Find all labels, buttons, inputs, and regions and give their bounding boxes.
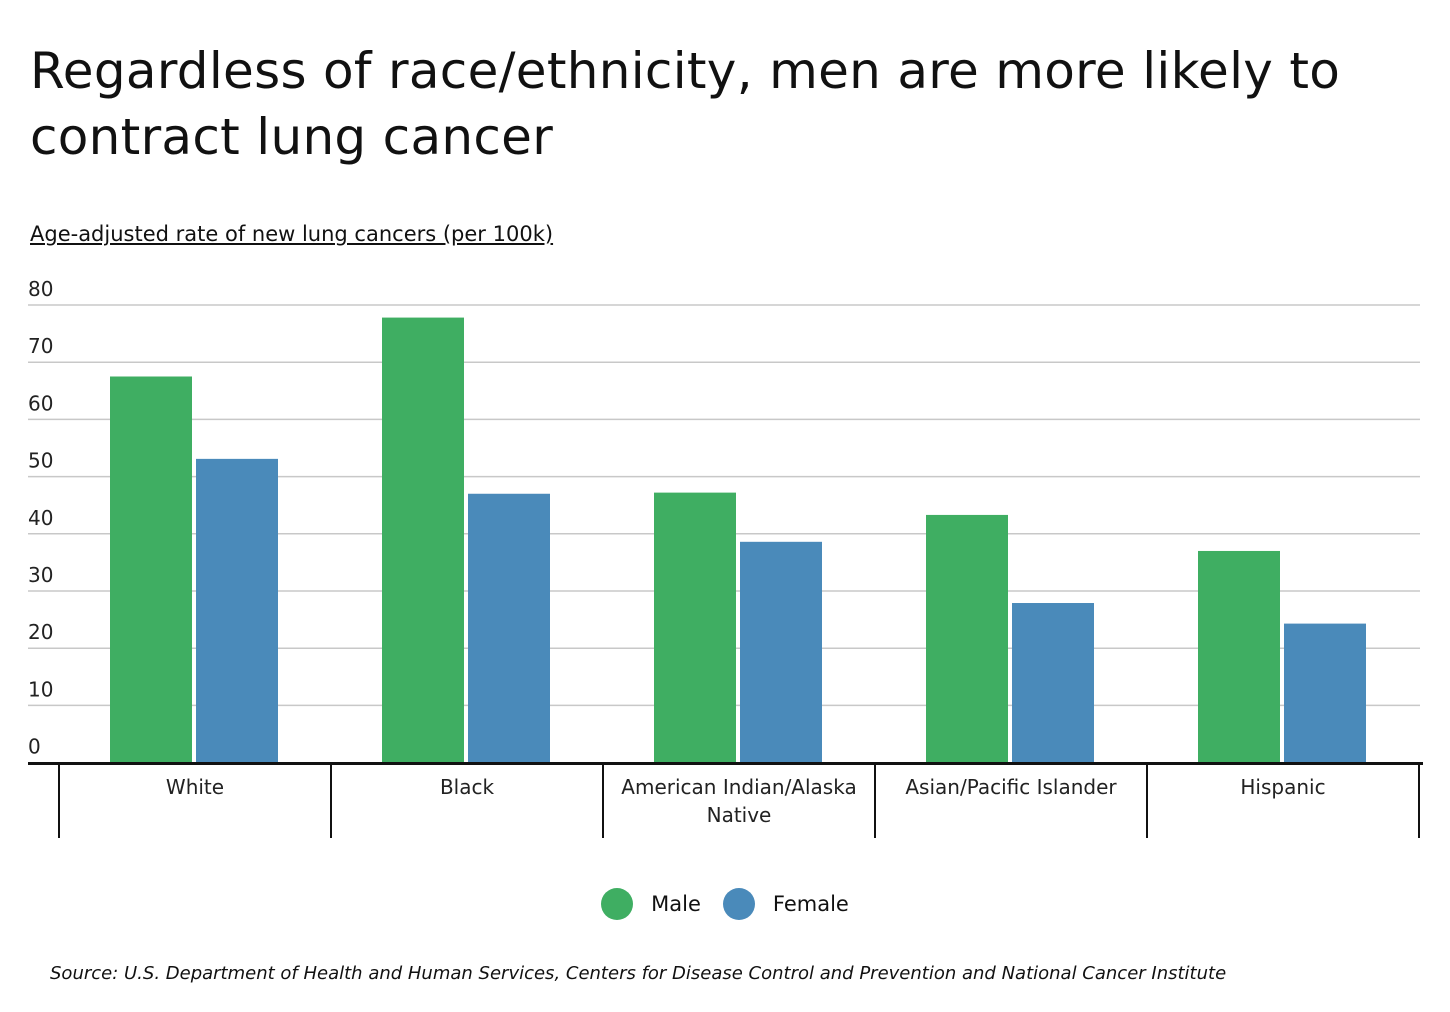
legend-label-female: Female xyxy=(772,892,849,916)
y-axis-label: Age-adjusted rate of new lung cancers (p… xyxy=(30,222,554,246)
y-tick-label: 10 xyxy=(28,677,53,701)
x-tick-label: White xyxy=(166,775,224,799)
female-swatch xyxy=(722,888,755,920)
y-tick-label: 40 xyxy=(28,506,53,530)
bar-male xyxy=(382,317,464,763)
bar-female xyxy=(196,458,278,763)
y-tick-label: 80 xyxy=(28,277,53,301)
y-tick-label: 60 xyxy=(28,391,53,415)
source-note: Source: U.S. Department of Health and Hu… xyxy=(50,963,1227,984)
bar-male xyxy=(110,376,192,763)
bar-male xyxy=(654,492,736,763)
legend-item-female: Female xyxy=(722,888,849,920)
bar-male xyxy=(1198,550,1280,763)
bar-female xyxy=(1012,603,1094,763)
legend-item-male: Male xyxy=(601,888,701,920)
y-tick-label: 50 xyxy=(28,449,53,473)
bar-female xyxy=(1284,623,1366,763)
bar-female xyxy=(468,493,550,763)
bar-chart: 0 10 20 30 40 50 60 70 80 White Black American Indi… xyxy=(28,277,1423,838)
male-swatch xyxy=(601,888,634,920)
chart-title: Regardless of race/ethnicity, men are mo… xyxy=(30,42,1341,166)
y-tick-label: 30 xyxy=(28,563,53,587)
x-tick-label: American Indian/Alaska xyxy=(621,775,856,799)
legend-label-male: Male xyxy=(651,892,701,916)
x-tick-label: Black xyxy=(440,775,495,799)
y-tick-label: 20 xyxy=(28,620,53,644)
y-tick-label: 0 xyxy=(28,735,41,759)
bar-male xyxy=(926,514,1008,763)
x-tick-label: Hispanic xyxy=(1240,775,1325,799)
bar-female xyxy=(740,541,822,763)
x-tick-label: Asian/Pacific Islander xyxy=(905,775,1117,799)
legend: Male Female xyxy=(0,888,1450,920)
x-tick-label: Native xyxy=(707,803,772,827)
y-tick-label: 70 xyxy=(28,334,53,358)
